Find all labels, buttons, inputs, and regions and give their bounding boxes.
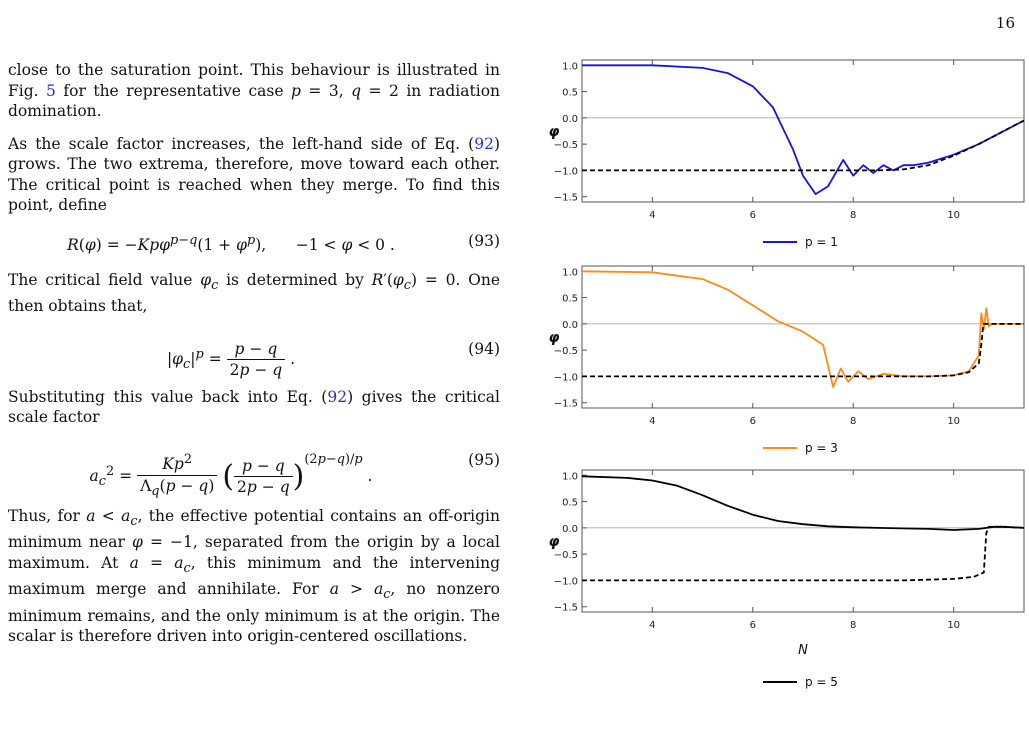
series-line <box>582 64 1025 196</box>
y-tick-label: 1.0 <box>562 61 578 72</box>
x-tick-label: 8 <box>850 620 856 631</box>
figure-panels: 1.0 0.5 0.0 −0.5 −1.0 −1.5 4 6 8 10 φ p = 1 1.0 0.5 0.… <box>549 59 1025 689</box>
paragraph-3: The critical field value φc is determine… <box>8 270 501 316</box>
x-tick-label: 4 <box>649 210 655 221</box>
equation-number: (95) <box>468 450 500 469</box>
y-tick-label: −1.5 <box>554 193 578 204</box>
y-tick-label: −1.5 <box>554 399 578 410</box>
paragraph-2: As the scale factor increases, the left-… <box>8 134 500 215</box>
x-tick-label: 4 <box>649 620 655 631</box>
paragraph-1: close to the saturation point. This beha… <box>8 61 501 120</box>
y-tick-label: 0.5 <box>562 88 578 99</box>
equation-number: (93) <box>468 231 500 250</box>
dashed-series-line <box>582 322 1024 378</box>
legend-label: p = 5 <box>805 675 838 689</box>
y-tick-label: −0.5 <box>554 346 578 357</box>
chart-panel-1: 1.0 0.5 0.0 −0.5 −1.0 −1.5 4 6 8 10 φ p = 1 <box>549 59 1025 249</box>
y-tick-label: −1.5 <box>554 603 578 614</box>
y-tick-label: −0.5 <box>554 140 578 151</box>
y-tick-label: 0.0 <box>562 114 578 125</box>
figure-ref[interactable]: 5 <box>46 81 56 100</box>
x-axis-label: N <box>798 643 808 658</box>
y-tick-label: −0.5 <box>554 550 578 561</box>
y-tick-label: 0.5 <box>562 498 578 509</box>
y-tick-label: 0.0 <box>562 524 578 535</box>
eq-ref-92[interactable]: 92 <box>474 134 494 153</box>
plot-frame <box>581 469 1025 613</box>
text-column: close to the saturation point. This beha… <box>8 60 500 659</box>
equation-93: R(φ) = −Kpφp−q(1 + φp), −1 < φ < 0 . (93… <box>67 231 500 254</box>
x-tick-label: 10 <box>947 416 960 427</box>
paragraph-4: Substituting this value back into Eq. (9… <box>8 387 500 427</box>
x-tick-label: 6 <box>750 416 756 427</box>
y-axis-label: φ <box>549 330 560 346</box>
y-tick-label: 0.5 <box>562 294 578 305</box>
y-tick-label: −1.0 <box>554 166 578 177</box>
y-axis-label: φ <box>549 124 560 140</box>
y-tick-label: 0.0 <box>562 320 578 331</box>
y-tick-label: 1.0 <box>562 267 578 278</box>
plot-frame <box>581 265 1025 409</box>
x-tick-label: 4 <box>649 416 655 427</box>
x-tick-label: 8 <box>850 416 856 427</box>
dashed-series-line <box>582 119 1025 172</box>
series-line <box>581 270 1024 388</box>
x-tick-label: 10 <box>947 620 960 631</box>
x-tick-label: 10 <box>947 210 960 221</box>
y-tick-label: −1.0 <box>554 576 578 587</box>
eq-ref-92[interactable]: 92 <box>327 387 348 406</box>
legend-label: p = 3 <box>805 441 838 455</box>
figure-5: 1.0 0.5 0.0 −0.5 −1.0 −1.5 4 6 8 10 φ p = 1 1.0 0.5 0.… <box>540 50 1029 738</box>
x-tick-label: 8 <box>850 210 856 221</box>
legend-label: p = 1 <box>805 235 838 249</box>
y-axis-label: φ <box>549 534 560 550</box>
y-tick-label: 1.0 <box>562 471 578 482</box>
chart-panel-3: 1.0 0.5 0.0 −0.5 −1.0 −1.5 4 6 8 10 φ Np = 5 <box>549 469 1025 689</box>
series-line <box>581 475 1025 531</box>
x-tick-label: 6 <box>750 210 756 221</box>
chart-panel-2: 1.0 0.5 0.0 −0.5 −1.0 −1.5 4 6 8 10 φ p = 3 <box>549 265 1025 455</box>
equation-number: (94) <box>468 339 500 358</box>
equation-94: |φc|p = p − q 2p − q . (94) <box>166 339 500 380</box>
paragraph-5: Thus, for a < ac, the effective potentia… <box>8 506 501 646</box>
y-tick-label: −1.0 <box>554 372 578 383</box>
plot-frame <box>581 59 1025 203</box>
page-number: 16 <box>995 14 1015 32</box>
x-tick-label: 6 <box>750 620 756 631</box>
dashed-series-line <box>582 525 1025 582</box>
equation-95: ac2 = Kp2 Λq(p − q) (p − q 2p − q)(2p−q)/p… <box>89 450 500 500</box>
